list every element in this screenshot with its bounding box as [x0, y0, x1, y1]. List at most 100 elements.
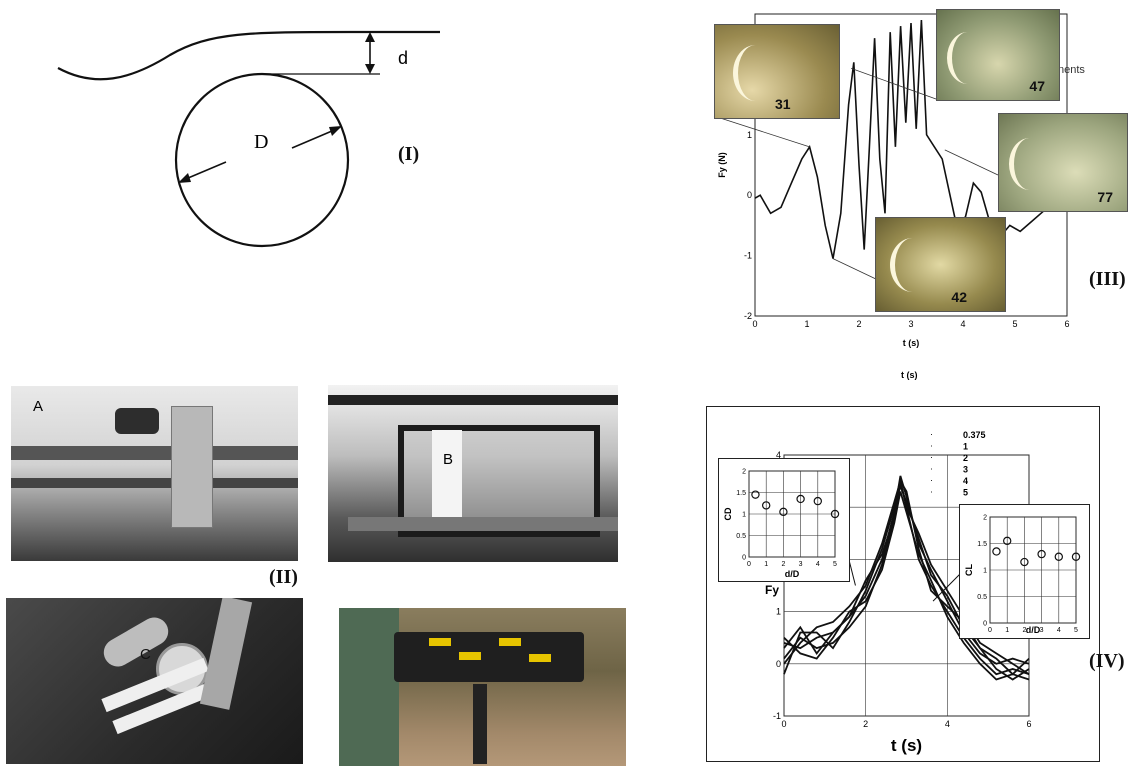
x-tick-label: 3: [908, 319, 913, 329]
photo-cylinder-mount-c: C: [6, 598, 303, 764]
inset-pointer-right: [932, 573, 961, 602]
legend-dot: ·: [930, 464, 933, 474]
photo-label-c: C: [140, 646, 151, 663]
x-axis-label: t (s): [903, 338, 920, 348]
panel-iii: 0 1 2 3 4 5 6 -2 -1 0 1 t (s) Fy (N) nents 31 47 77 …: [700, 0, 1144, 390]
x-tick-label: 3: [1040, 627, 1044, 634]
inset-cd-chart: 0 1 2 3 4 500.511.52d/DCD: [723, 468, 840, 579]
y-tick-label: -2: [744, 311, 752, 321]
snapshot-leader-line: [851, 67, 937, 100]
x-tick-label: 2: [856, 319, 861, 329]
photo-carriage-a: A: [11, 386, 298, 561]
x-tick-label: 4: [1057, 627, 1061, 634]
scatter-point: [830, 509, 840, 519]
panel-label-ii: (II): [269, 566, 298, 588]
x-tick-label: 3: [799, 561, 803, 568]
scatter-point: [813, 496, 823, 506]
legend-dot: ·: [930, 475, 933, 485]
stray-axis-caption: t (s): [901, 370, 918, 380]
diameter-arrowhead-left: [178, 173, 191, 183]
x-tick-label: 0: [781, 719, 786, 729]
x-tick-label: 1: [804, 319, 809, 329]
x-tick-label: 5: [1012, 319, 1017, 329]
scatter-point: [1037, 549, 1046, 559]
legend-entry: 4: [963, 476, 968, 486]
x-axis-label: d/D: [785, 569, 800, 579]
snapshot-number: 31: [775, 96, 791, 112]
photo-label-a: A: [33, 398, 44, 415]
y-tick-label: 1: [776, 607, 781, 617]
series-line-5: [783, 477, 1030, 675]
snapshot-number: 42: [951, 289, 967, 305]
diameter-arrowhead-right: [329, 126, 342, 136]
partial-legend-text: nents: [1058, 64, 1085, 76]
x-axis-label: d/D: [1026, 625, 1041, 635]
gap-label-d: d: [398, 48, 409, 68]
snapshot-number: 77: [1097, 189, 1113, 205]
series-line-3: [783, 491, 1030, 681]
legend-entry: 0.375: [963, 430, 986, 440]
scatter-point: [762, 501, 771, 510]
legend-dot: ·: [930, 452, 933, 462]
x-tick-label: 2: [1022, 627, 1026, 634]
photo-tank-b: B: [328, 385, 618, 562]
y-tick-label: -1: [744, 251, 752, 261]
inset-cd-frame: 0 1 2 3 4 5 0 0.5 1 1.5 2 d/D CD: [718, 458, 850, 582]
snapshot-leader-line: [832, 258, 879, 281]
scatter-point: [1071, 552, 1081, 561]
legend-dot: ·: [930, 441, 933, 451]
legend-entry: 5: [963, 488, 968, 498]
scatter-point: [1020, 557, 1029, 567]
y-tick-label: 0: [742, 554, 746, 561]
y-tick-label: 0.5: [977, 594, 987, 601]
x-tick-label: 4: [945, 719, 950, 729]
x-tick-label: 1: [764, 561, 768, 568]
legend-dot: ·: [930, 429, 933, 439]
snapshot-leader-line: [944, 149, 999, 176]
x-tick-label: 1: [1005, 627, 1009, 634]
x-tick-label: 6: [1026, 719, 1031, 729]
cylinder-circle: [174, 72, 350, 248]
scatter-point: [796, 494, 805, 504]
panel-i-diagram: [57, 30, 440, 248]
scatter-point: [779, 507, 788, 517]
diameter-label-D: D: [254, 131, 269, 153]
x-tick-label: 4: [960, 319, 965, 329]
x-tick-label: 6: [1064, 319, 1069, 329]
gap-arrowhead-down: [365, 64, 375, 74]
snapshot-31: 31: [714, 24, 840, 119]
gap-arrowhead-up: [365, 32, 375, 42]
legend-entry: 1: [963, 442, 968, 452]
x-tick-label: 2: [863, 719, 868, 729]
x-tick-label: 4: [816, 561, 820, 568]
x-tick-label: 0: [752, 319, 757, 329]
panel-label-iii: (III): [1089, 268, 1126, 290]
x-tick-label: 0: [747, 561, 751, 568]
x-axis-label: t (s): [891, 736, 922, 755]
y-tick-label: 2: [742, 468, 746, 475]
snapshot-77: 77: [998, 113, 1128, 212]
scatter-point: [751, 490, 760, 499]
legend-dot: ·: [930, 487, 933, 497]
x-tick-label: 0: [988, 627, 992, 634]
panel-label-i: (I): [398, 143, 420, 165]
series-line-4: [783, 478, 1030, 676]
y-tick-label: 1.5: [977, 541, 987, 548]
y-tick-label: 1.5: [736, 490, 746, 497]
y-tick-label: 2: [983, 514, 987, 521]
snapshot-47: 47: [936, 9, 1060, 101]
inset-cl-frame: 0 1 2 3 4 5 0 0.5 1 1.5 2 d/D CL: [959, 504, 1090, 639]
y-tick-label: 1: [747, 130, 752, 140]
y-tick-label: 0: [983, 620, 987, 627]
x-tick-label: 5: [833, 561, 837, 568]
legend-entry: 2: [963, 453, 968, 463]
y-tick-label: 0: [776, 659, 781, 669]
surface-curve: [57, 30, 440, 81]
y-tick-label: 1: [742, 511, 746, 518]
panel-label-iv: (IV): [1089, 650, 1125, 672]
y-axis-label: CD: [723, 507, 733, 520]
y-axis-label: CL: [964, 564, 974, 576]
y-tick-label: 1: [983, 567, 987, 574]
scatter-point: [1003, 536, 1012, 546]
scatter-point: [992, 547, 1001, 556]
